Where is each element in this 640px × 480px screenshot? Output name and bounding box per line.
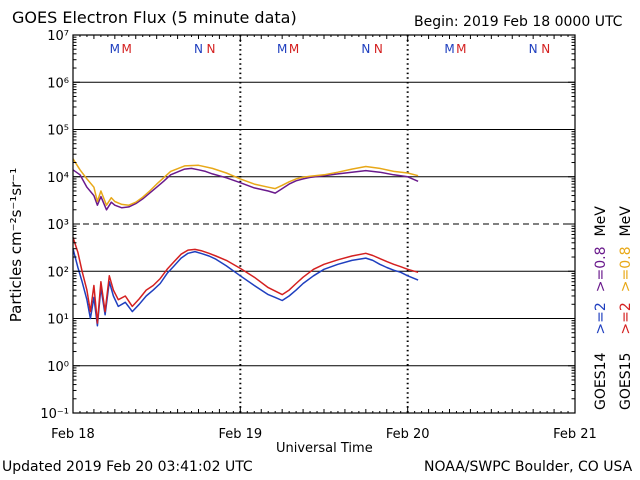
legend-entry: GOES15>=2>=0.8MeV <box>618 206 634 410</box>
legend: GOES14>=2>=0.8MeV GOES15>=2>=0.8MeV <box>593 206 634 410</box>
series-line <box>72 167 419 211</box>
marker-label: M <box>110 42 120 56</box>
marker-label: N <box>194 42 203 56</box>
begin-time: Begin: 2019 Feb 18 0000 UTC <box>414 14 623 30</box>
label-layer: 10⁷ 10⁶ 10⁵ 10⁴ 10³ 10² 10¹ 10⁰ 10⁻¹ Feb 18 Feb 19… <box>40 29 596 442</box>
x-tick-label: Feb 21 <box>553 427 597 442</box>
y-tick-label: 10³ <box>47 218 69 233</box>
plot-frame <box>72 34 576 414</box>
marker-label: N <box>529 42 538 56</box>
marker-label: M <box>122 42 132 56</box>
y-tick-label: 10⁷ <box>47 29 69 44</box>
marker-label: M <box>456 42 466 56</box>
legend-column: GOES15>=2>=0.8MeV <box>618 206 634 410</box>
y-tick-label: 10² <box>47 265 69 280</box>
y-tick-label: 10⁶ <box>47 76 69 91</box>
chart-title: GOES Electron Flux (5 minute data) <box>12 8 297 27</box>
updated-time: Updated 2019 Feb 20 03:41:02 UTC <box>2 459 253 475</box>
marker-label: N <box>361 42 370 56</box>
series-line <box>72 237 419 324</box>
x-tick-label: Feb 18 <box>51 427 95 442</box>
marker-label: M <box>444 42 454 56</box>
series-layer <box>72 158 419 327</box>
credit-text: NOAA/SWPC Boulder, CO USA <box>424 459 633 475</box>
marker-label: M <box>289 42 299 56</box>
y-tick-label: 10¹ <box>47 313 69 328</box>
legend-column: GOES14>=2>=0.8MeV <box>593 206 609 410</box>
series-line <box>72 158 419 206</box>
legend-entry: GOES14>=2>=0.8MeV <box>593 206 609 410</box>
y-tick-label: 10⁻¹ <box>40 407 69 422</box>
marker-label: N <box>541 42 550 56</box>
y-tick-label: 10⁴ <box>47 171 69 186</box>
marker-label: N <box>374 42 383 56</box>
y-axis-title: Particles cm⁻²s⁻¹sr⁻¹ <box>7 168 25 322</box>
x-tick-label: Feb 20 <box>386 427 430 442</box>
y-tick-label: 10⁵ <box>47 124 69 139</box>
marker-label: N <box>207 42 216 56</box>
x-tick-label: Feb 19 <box>218 427 262 442</box>
x-axis-title: Universal Time <box>276 441 373 456</box>
grid-layer <box>73 35 575 413</box>
marker-label: M <box>277 42 287 56</box>
y-tick-label: 10⁰ <box>47 360 69 375</box>
series-line <box>72 248 419 327</box>
